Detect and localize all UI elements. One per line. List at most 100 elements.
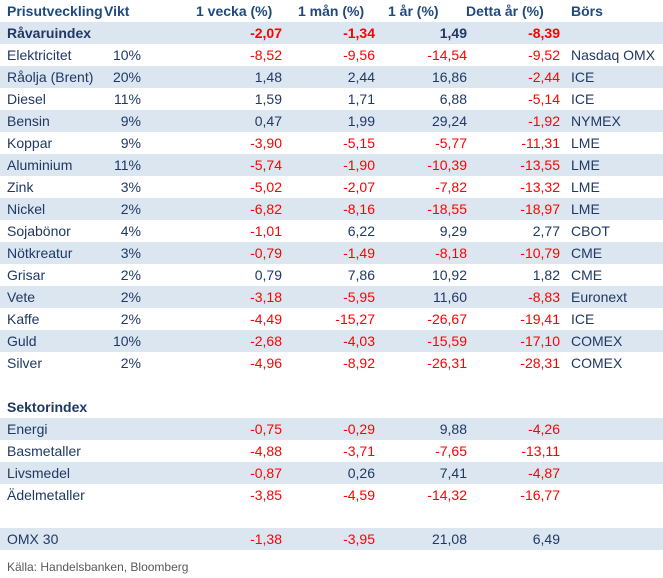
commodity-month: -5,15: [343, 135, 375, 151]
commodity-weight: 10%: [112, 333, 141, 349]
commodity-exchange: CME: [571, 267, 603, 283]
commodity-month: -2,07: [343, 179, 375, 195]
commodity-week: -5,74: [250, 157, 282, 173]
commodity-year: -15,59: [427, 333, 467, 349]
sector-year: -7,65: [435, 443, 467, 459]
sector-ytd: -4,26: [528, 421, 560, 437]
commodity-row: Råolja (Brent) 20% 1,48 2,44 16,86 -2,44 ICE: [0, 66, 663, 88]
commodity-month: -15,27: [335, 311, 375, 327]
commodity-name: Zink: [7, 179, 34, 195]
commodity-week: -6,82: [250, 201, 282, 217]
commodity-exchange: CBOT: [571, 223, 610, 239]
sector-ytd: -4,87: [528, 465, 560, 481]
commodity-week: -8,52: [250, 47, 282, 63]
commodity-year: 10,92: [431, 267, 467, 283]
sector-week: -4,88: [250, 443, 282, 459]
commodity-exchange: Nasdaq OMX: [571, 47, 656, 63]
commodity-month: -5,95: [343, 289, 375, 305]
commodity-month: -8,92: [343, 355, 375, 371]
commodity-name: Kaffe: [7, 311, 40, 327]
commodity-exchange: CME: [571, 245, 603, 261]
commodity-row: Grisar 2% 0,79 7,86 10,92 1,82 CME: [0, 264, 663, 286]
commodity-name: Elektricitet: [7, 47, 72, 63]
commodity-weight: 3%: [120, 179, 141, 195]
commodity-month: 2,44: [347, 69, 375, 85]
commodity-year: 9,29: [439, 223, 467, 239]
commodity-month: 1,99: [347, 113, 375, 129]
commodity-exchange: NYMEX: [571, 113, 621, 129]
commodity-exchange: ICE: [571, 91, 595, 107]
sector-row: Ädelmetaller -3,85 -4,59 -14,32 -16,77: [0, 484, 663, 506]
commodity-row: Guld 10% -2,68 -4,03 -15,59 -17,10 COMEX: [0, 330, 663, 352]
header-prisutveckling: Prisutveckling: [7, 3, 103, 19]
commodity-exchange: LME: [571, 157, 600, 173]
index-year: 1,49: [439, 25, 467, 41]
commodity-ytd: -28,31: [520, 355, 560, 371]
commodity-weight: 9%: [120, 135, 141, 151]
sector-row: Energi -0,75 -0,29 9,88 -4,26: [0, 418, 663, 440]
sector-year: 7,41: [439, 465, 467, 481]
index-row-ravaruindex: Råvaruindex -2,07 -1,34 1,49 -8,39: [0, 22, 663, 44]
table-header-row: Prisutveckling Vikt 1 vecka (%) 1 mån (%…: [0, 0, 663, 22]
commodity-year: -26,31: [427, 355, 467, 371]
commodity-week: 0,79: [254, 267, 282, 283]
commodity-row: Vete 2% -3,18 -5,95 11,60 -8,83 Euronext: [0, 286, 663, 308]
index-ytd: -8,39: [528, 25, 560, 41]
commodity-weight: 2%: [120, 355, 141, 371]
sector-title: Sektorindex: [7, 399, 88, 415]
commodity-week: -3,18: [250, 289, 282, 305]
commodity-row: Aluminium 11% -5,74 -1,90 -10,39 -13,55 LME: [0, 154, 663, 176]
source-note: Källa: Handelsbanken, Bloomberg: [7, 560, 189, 574]
commodity-name: Bensin: [7, 113, 50, 129]
commodity-ytd: -17,10: [520, 333, 560, 349]
commodity-weight: 2%: [120, 311, 141, 327]
sector-year: -14,32: [427, 487, 467, 503]
spacer: [0, 506, 663, 528]
commodity-month: -1,49: [343, 245, 375, 261]
commodity-week: -1,01: [250, 223, 282, 239]
sector-name: Ädelmetaller: [7, 487, 85, 503]
commodity-name: Grisar: [7, 267, 46, 283]
commodity-year: 16,86: [431, 69, 467, 85]
commodity-row: Elektricitet 10% -8,52 -9,56 -14,54 -9,52 Nasd…: [0, 44, 663, 66]
commodity-weight: 20%: [112, 69, 141, 85]
commodity-row: Koppar 9% -3,90 -5,15 -5,77 -11,31 LME: [0, 132, 663, 154]
commodity-name: Nötkreatur: [7, 245, 73, 261]
omx-row: OMX 30 -1,38 -3,95 21,08 6,49: [0, 528, 663, 550]
commodity-ytd: -9,52: [528, 47, 560, 63]
sector-ytd: -13,11: [521, 443, 560, 459]
commodity-year: -7,82: [435, 179, 467, 195]
commodity-row: Silver 2% -4,96 -8,92 -26,31 -28,31 COMEX: [0, 352, 663, 374]
commodity-month: -4,03: [343, 333, 375, 349]
sector-name: Basmetaller: [7, 443, 81, 459]
omx-year: 21,08: [431, 531, 467, 547]
commodity-weight: 11%: [114, 91, 141, 107]
commodity-week: 1,48: [254, 69, 282, 85]
commodity-ytd: -13,55: [520, 157, 560, 173]
commodity-weight: 2%: [120, 267, 141, 283]
sector-week: -0,87: [250, 465, 282, 481]
commodity-week: -3,90: [250, 135, 282, 151]
commodity-ytd: 1,82: [532, 267, 560, 283]
commodity-year: 11,60: [433, 289, 467, 305]
commodity-month: 6,22: [347, 223, 375, 239]
commodity-ytd: 2,77: [532, 223, 560, 239]
commodity-exchange: COMEX: [571, 355, 623, 371]
commodity-row: Bensin 9% 0,47 1,99 29,24 -1,92 NYMEX: [0, 110, 663, 132]
commodity-name: Nickel: [7, 201, 46, 217]
index-week: -2,07: [250, 25, 282, 41]
commodity-month: -8,16: [343, 201, 375, 217]
commodity-row: Zink 3% -5,02 -2,07 -7,82 -13,32 LME: [0, 176, 663, 198]
omx-month: -3,95: [343, 531, 375, 547]
commodity-name: Vete: [7, 289, 36, 305]
commodity-year: -18,55: [427, 201, 467, 217]
commodity-weight: 11%: [114, 157, 141, 173]
commodity-exchange: ICE: [571, 311, 595, 327]
header-bors: Börs: [571, 3, 603, 19]
sector-row: Basmetaller -4,88 -3,71 -7,65 -13,11: [0, 440, 663, 462]
commodity-exchange: COMEX: [571, 333, 623, 349]
sector-rows: Energi -0,75 -0,29 9,88 -4,26 Basmetaller -4,8…: [0, 418, 663, 506]
index-month: -1,34: [343, 25, 375, 41]
spacer: [0, 374, 663, 396]
commodity-year: -14,54: [427, 47, 467, 63]
